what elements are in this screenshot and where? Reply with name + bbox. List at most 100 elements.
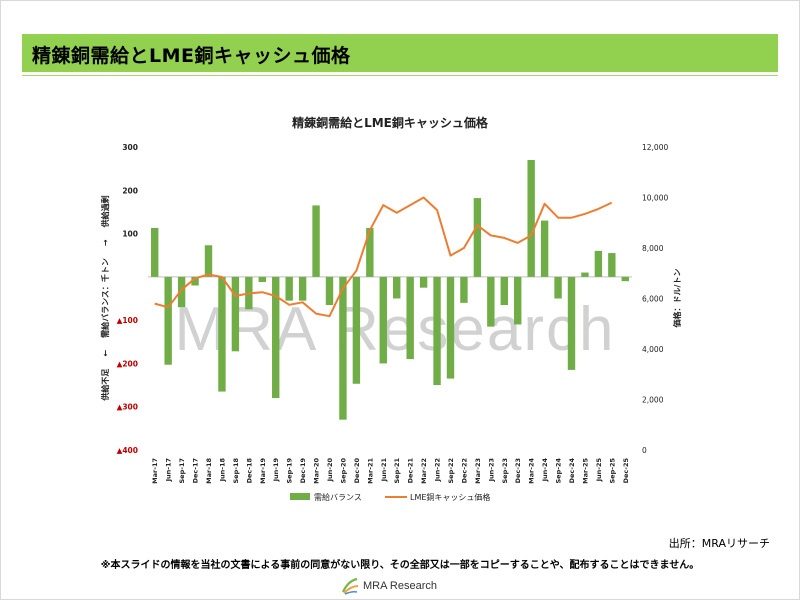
bar-Mar-23	[473, 198, 482, 277]
bar-Dec-22	[460, 276, 468, 303]
bar-Jun-21	[379, 276, 387, 364]
company-logo: MRA Research	[340, 577, 437, 595]
y-left-tick-2: 100	[122, 230, 138, 239]
y-left-tick-7: ▲400	[117, 446, 138, 455]
x-tick-Dec-18: Dec-18	[245, 458, 253, 484]
x-tick-Mar-17: Mar-17	[151, 458, 159, 484]
x-tick-Sep-18: Sep-18	[232, 458, 240, 484]
x-tick-Sep-25: Sep-25	[608, 458, 616, 484]
bar-Sep-18	[231, 276, 240, 352]
bar-Dec-17	[191, 276, 199, 286]
x-tick-Jun-18: Jun-18	[218, 458, 226, 483]
y-right-tick-0: 0	[642, 446, 647, 455]
x-tick-Mar-25: Mar-25	[581, 458, 589, 484]
bar-Jun-17	[164, 276, 172, 365]
bar-Jun-25	[594, 250, 603, 277]
x-tick-Sep-22: Sep-22	[447, 458, 455, 484]
bar-Jun-20	[325, 276, 334, 305]
bar-Mar-20	[312, 205, 320, 277]
bar-Mar-24	[527, 159, 535, 277]
bar-Sep-20	[339, 276, 347, 420]
x-tick-Jun-19: Jun-19	[272, 458, 280, 483]
bar-Jun-23	[487, 276, 495, 327]
bar-Sep-24	[554, 276, 562, 299]
bar-Sep-19	[285, 276, 293, 301]
legend-label-price: LME銅キャッシュ価格	[410, 492, 490, 502]
x-tick-Jun-25: Jun-25	[595, 458, 603, 483]
x-tick-Jun-22: Jun-22	[434, 458, 442, 482]
y-left-tick-6: ▲300	[117, 403, 138, 412]
bar-Dec-23	[514, 276, 522, 325]
x-tick-Mar-23: Mar-23	[474, 458, 482, 484]
header-divider	[22, 75, 778, 76]
bar-Sep-21	[393, 276, 401, 299]
x-tick-Dec-21: Dec-21	[407, 458, 415, 484]
bar-Sep-22	[446, 276, 455, 379]
bar-Dec-24	[567, 276, 576, 370]
bar-Dec-21	[406, 276, 414, 360]
y-left-tick-0: 300	[122, 143, 138, 152]
bar-Jun-19	[272, 276, 280, 399]
chart-title: 精錬銅需給とLME銅キャッシュ価格	[292, 115, 489, 130]
x-tick-Mar-22: Mar-22	[420, 458, 428, 484]
bar-Mar-22	[419, 276, 428, 288]
bar-Mar-17	[151, 227, 159, 277]
bar-Dec-20	[352, 276, 361, 384]
x-tick-Sep-20: Sep-20	[339, 458, 347, 484]
disclaimer: ※本スライドの情報を当社の文書による事前の同意がない限り、その全部又は一部をコピ…	[100, 560, 700, 571]
source-note: 出所：MRAリサーチ	[668, 537, 770, 550]
bar-Dec-19	[298, 276, 307, 301]
logo-icon	[341, 577, 359, 595]
y-right-tick-1: 2,000	[642, 396, 664, 405]
x-tick-Dec-20: Dec-20	[353, 458, 361, 484]
x-tick-Dec-25: Dec-25	[622, 458, 630, 484]
header-band	[22, 34, 778, 72]
legend-swatch-balance	[290, 493, 310, 500]
legend-label-balance: 需給バランス	[314, 492, 362, 502]
x-tick-Sep-21: Sep-21	[393, 458, 401, 484]
y-right-tick-2: 4,000	[642, 345, 664, 354]
bar-Mar-19	[258, 276, 266, 283]
y-right-tick-4: 8,000	[642, 244, 664, 253]
x-tick-Sep-19: Sep-19	[286, 458, 294, 484]
x-tick-Dec-23: Dec-23	[514, 458, 522, 483]
bar-Dec-25	[621, 276, 629, 282]
bar-Mar-21	[366, 227, 374, 277]
x-tick-Mar-19: Mar-19	[259, 458, 267, 484]
x-tick-Sep-23: Sep-23	[501, 458, 509, 484]
x-tick-Mar-21: Mar-21	[366, 458, 374, 484]
bar-Jun-18	[218, 276, 226, 392]
x-tick-Sep-24: Sep-24	[555, 458, 563, 484]
y-right-tick-3: 6,000	[642, 295, 664, 304]
x-tick-Jun-24: Jun-24	[541, 458, 549, 483]
bar-Sep-17	[177, 276, 186, 308]
x-tick-Jun-21: Jun-21	[380, 458, 388, 483]
page-title: 精錬銅需給とLME銅キャッシュ価格	[32, 45, 351, 67]
y-left-axis-title: 供給不足←需給バランス：千トン→供給過剰	[100, 195, 110, 401]
watermark-text: MRA Research	[175, 295, 616, 364]
x-tick-Jun-20: Jun-20	[326, 458, 334, 483]
x-tick-Mar-20: Mar-20	[313, 458, 321, 484]
bar-Sep-23	[500, 276, 508, 305]
y-left-tick-1: 200	[122, 186, 138, 195]
y-right-tick-5: 10,000	[642, 194, 668, 203]
x-tick-Jun-17: Jun-17	[165, 458, 173, 482]
x-tick-Dec-22: Dec-22	[460, 458, 468, 483]
price-line	[154, 196, 613, 318]
bar-Jun-24	[540, 220, 549, 277]
x-tick-Jun-23: Jun-23	[487, 458, 495, 482]
x-tick-Mar-24: Mar-24	[528, 458, 536, 484]
y-right-axis-title: 価格：ドル/トン	[672, 269, 682, 329]
bar-Mar-25	[581, 272, 589, 277]
x-tick-Dec-17: Dec-17	[192, 458, 200, 483]
x-tick-Mar-18: Mar-18	[205, 458, 213, 484]
x-tick-Dec-19: Dec-19	[299, 458, 307, 484]
logo-text: MRA Research	[363, 580, 437, 592]
y-right-tick-6: 12,000	[642, 143, 668, 152]
bar-Sep-25	[608, 253, 616, 277]
bar-Jun-22	[433, 276, 441, 386]
x-tick-Dec-24: Dec-24	[568, 458, 576, 484]
bar-Mar-18	[204, 245, 213, 277]
y-left-tick-4: ▲100	[117, 316, 138, 325]
